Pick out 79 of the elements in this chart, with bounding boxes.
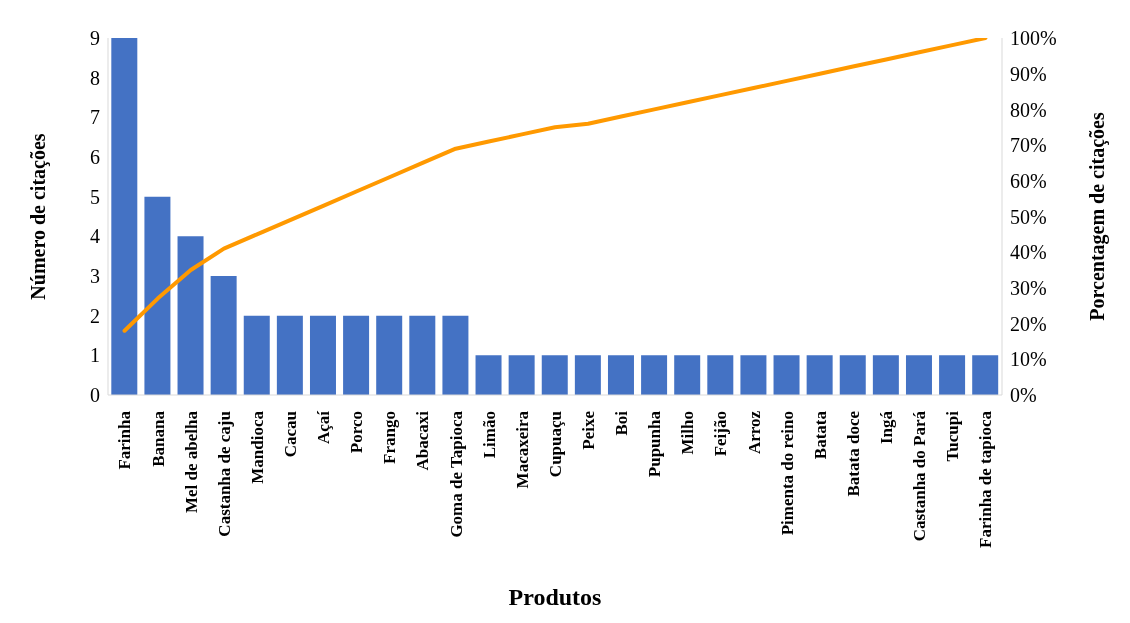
- x-tick-label: Ingá: [877, 410, 897, 445]
- bar: [409, 315, 436, 395]
- y2-tick-label: 20%: [1010, 312, 1047, 335]
- y2-tick-label: 30%: [1010, 277, 1047, 299]
- x-tick-label: Milho: [678, 411, 698, 455]
- x-tick-label: Farinha de tapioca: [976, 410, 996, 548]
- x-tick-label: Cacau: [281, 411, 301, 458]
- y2-tick-label: 70%: [1010, 134, 1047, 157]
- bar: [674, 355, 701, 395]
- bar: [905, 355, 932, 395]
- bar: [773, 355, 800, 395]
- x-tick-label: Pimenta do reino: [777, 411, 797, 536]
- x-tick-label: Limão: [479, 411, 499, 459]
- y-tick-label: 8: [90, 66, 100, 89]
- x-tick-label: Castanha do Pará: [910, 410, 930, 542]
- y-tick-label: 7: [90, 106, 100, 129]
- bar: [641, 355, 668, 395]
- x-tick-label: Banana: [148, 410, 168, 467]
- bar: [243, 315, 270, 395]
- bar: [276, 315, 303, 395]
- x-tick-label: Pupunha: [645, 410, 665, 478]
- y-tick-label: 2: [90, 304, 100, 327]
- y2-axis-title: Porcentagem de citações: [1086, 112, 1110, 321]
- bar: [574, 355, 601, 395]
- y2-tick-label: 0%: [1010, 384, 1037, 407]
- bar: [707, 355, 734, 395]
- y2-tick-label: 60%: [1010, 169, 1047, 192]
- bar: [607, 355, 634, 395]
- y-tick-label: 1: [90, 344, 100, 367]
- line-series: [122, 38, 988, 333]
- x-tick-label: Tucupi: [943, 410, 963, 462]
- bar: [972, 355, 999, 395]
- x-tick-label: Farinha: [115, 410, 135, 470]
- x-tick-label: Goma de Tapioca: [446, 410, 466, 538]
- x-tick-label: Feijão: [711, 411, 731, 457]
- y2-tick-label: 10%: [1010, 348, 1047, 371]
- x-tick-label: Porco: [347, 411, 367, 454]
- y-tick-label: 9: [90, 27, 100, 50]
- bar: [144, 196, 171, 395]
- y-tick-label: 5: [90, 185, 100, 208]
- bar: [442, 315, 469, 395]
- bar: [872, 355, 899, 395]
- y-axis-title: Número de citações: [27, 133, 51, 300]
- x-tick-label: Batata doce: [843, 410, 863, 497]
- x-tick-label: Macaxeira: [512, 410, 532, 489]
- bar: [177, 236, 204, 395]
- x-tick-label: Açaí: [314, 410, 334, 445]
- y2-tick-label: 50%: [1010, 205, 1047, 228]
- y2-tick-label: 100%: [1010, 27, 1057, 50]
- x-tick-label: Batata: [810, 410, 830, 460]
- bar: [210, 276, 237, 395]
- x-tick-label: Abacaxi: [413, 410, 433, 471]
- x-tick-label: Mandioca: [247, 410, 267, 484]
- x-tick-label: Castanha de caju: [214, 411, 234, 537]
- bar: [508, 355, 535, 395]
- x-tick-label: Frango: [380, 411, 400, 464]
- x-tick-label: Mel de abelha: [181, 410, 201, 513]
- y-tick-label: 4: [90, 225, 100, 248]
- x-tick-label: Arroz: [744, 410, 764, 455]
- y2-tick-label: 40%: [1010, 241, 1047, 264]
- x-tick-label: Peixe: [579, 410, 599, 450]
- bar: [541, 355, 568, 395]
- x-tick-label: Boi: [612, 410, 632, 436]
- y2-tick-label: 80%: [1010, 98, 1047, 121]
- bar: [309, 315, 336, 395]
- y-tick-label: 3: [90, 265, 100, 288]
- bar: [475, 355, 502, 395]
- bar: [806, 355, 833, 395]
- bar: [939, 355, 966, 395]
- bar: [376, 315, 403, 395]
- y-tick-label: 0: [90, 384, 100, 407]
- bar: [839, 355, 866, 395]
- y2-tick-label: 90%: [1010, 62, 1047, 85]
- x-tick-label: Cupuaçu: [545, 411, 565, 478]
- bar: [740, 355, 767, 395]
- x-axis-title: Produtos: [508, 584, 602, 610]
- bar: [343, 315, 370, 395]
- bar: [111, 38, 138, 395]
- y-tick-label: 6: [90, 146, 100, 169]
